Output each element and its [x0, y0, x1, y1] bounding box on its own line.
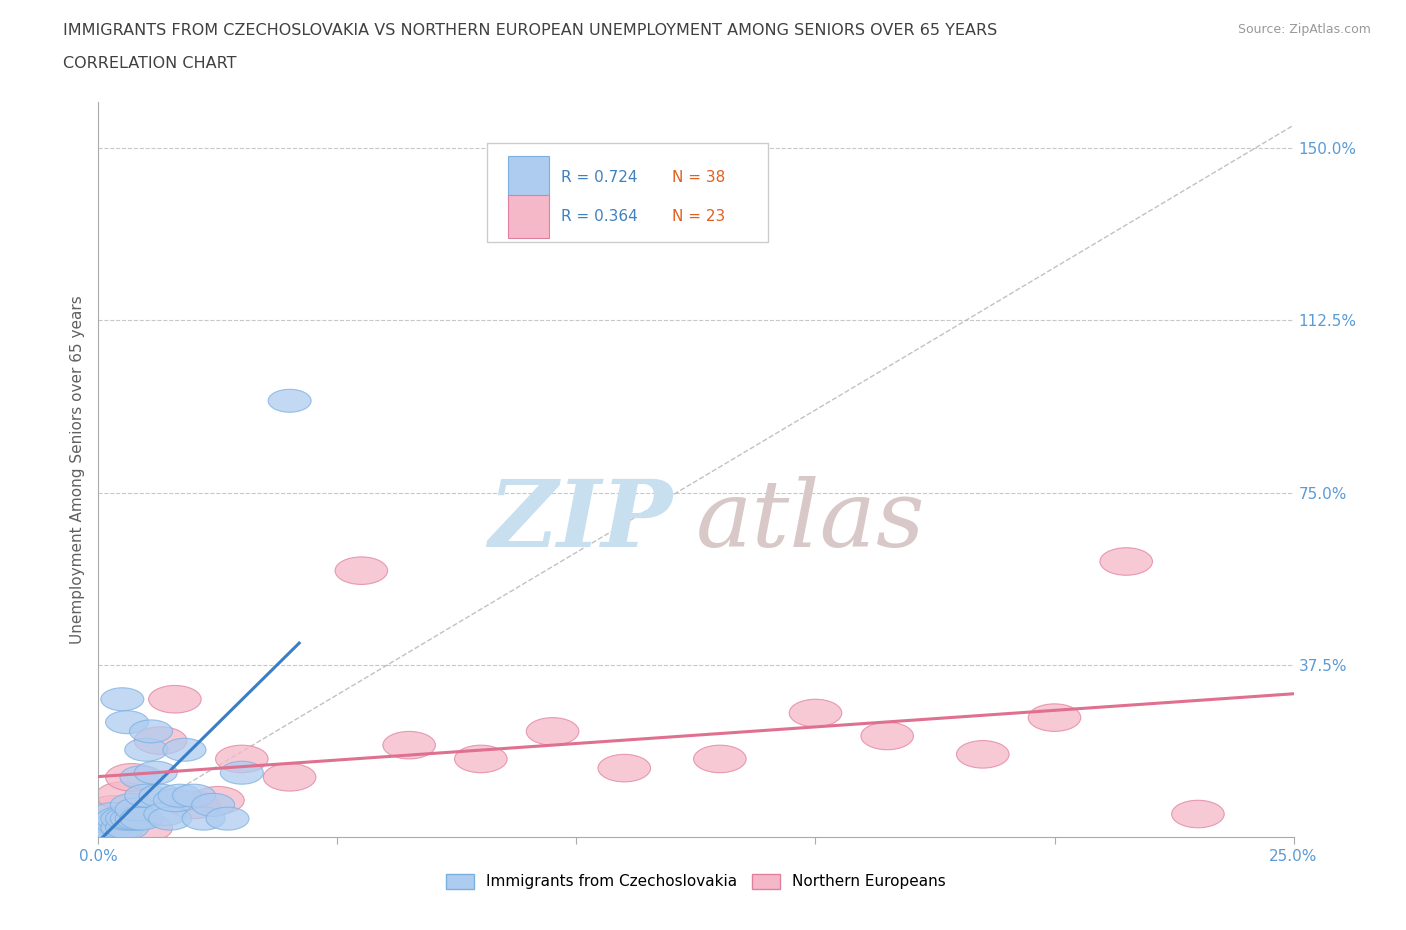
Ellipse shape [526, 718, 579, 745]
Ellipse shape [91, 817, 135, 839]
Text: Source: ZipAtlas.com: Source: ZipAtlas.com [1237, 23, 1371, 36]
Ellipse shape [101, 817, 143, 839]
Text: N = 23: N = 23 [672, 208, 725, 224]
Ellipse shape [382, 731, 436, 759]
Ellipse shape [135, 727, 187, 754]
Ellipse shape [335, 557, 388, 584]
Ellipse shape [115, 807, 159, 830]
Ellipse shape [149, 807, 191, 830]
Ellipse shape [87, 796, 139, 823]
Ellipse shape [159, 784, 201, 807]
Ellipse shape [221, 762, 263, 784]
Ellipse shape [91, 803, 135, 826]
Ellipse shape [149, 685, 201, 713]
Ellipse shape [77, 814, 129, 842]
FancyBboxPatch shape [509, 194, 548, 238]
Ellipse shape [125, 738, 167, 762]
Ellipse shape [111, 793, 153, 817]
Ellipse shape [96, 807, 139, 830]
Ellipse shape [693, 745, 747, 773]
Ellipse shape [207, 807, 249, 830]
Ellipse shape [183, 807, 225, 830]
Legend: Immigrants from Czechoslovakia, Northern Europeans: Immigrants from Czechoslovakia, Northern… [440, 868, 952, 896]
Ellipse shape [101, 807, 143, 830]
Ellipse shape [143, 803, 187, 826]
Ellipse shape [87, 812, 129, 835]
Ellipse shape [105, 711, 149, 734]
Text: R = 0.724: R = 0.724 [561, 170, 637, 185]
FancyBboxPatch shape [486, 142, 768, 242]
Ellipse shape [87, 821, 129, 844]
Ellipse shape [96, 812, 139, 835]
Ellipse shape [167, 791, 221, 818]
Ellipse shape [173, 784, 215, 807]
Text: atlas: atlas [696, 476, 925, 566]
Ellipse shape [1171, 800, 1225, 828]
Ellipse shape [269, 390, 311, 412]
Ellipse shape [1099, 548, 1153, 576]
Ellipse shape [105, 764, 159, 791]
Ellipse shape [105, 807, 149, 830]
Ellipse shape [129, 720, 173, 743]
Ellipse shape [789, 699, 842, 727]
Ellipse shape [191, 793, 235, 817]
Text: ZIP: ZIP [488, 476, 672, 566]
Y-axis label: Unemployment Among Seniors over 65 years: Unemployment Among Seniors over 65 years [69, 296, 84, 644]
Ellipse shape [1028, 704, 1081, 731]
FancyBboxPatch shape [509, 156, 548, 200]
Text: CORRELATION CHART: CORRELATION CHART [63, 56, 236, 71]
Ellipse shape [956, 740, 1010, 768]
Text: IMMIGRANTS FROM CZECHOSLOVAKIA VS NORTHERN EUROPEAN UNEMPLOYMENT AMONG SENIORS O: IMMIGRANTS FROM CZECHOSLOVAKIA VS NORTHE… [63, 23, 997, 38]
Ellipse shape [135, 762, 177, 784]
Ellipse shape [139, 784, 183, 807]
Ellipse shape [860, 723, 914, 750]
Ellipse shape [454, 745, 508, 773]
Ellipse shape [111, 807, 153, 830]
Ellipse shape [598, 754, 651, 782]
Ellipse shape [125, 784, 167, 807]
Ellipse shape [82, 821, 125, 844]
Ellipse shape [153, 789, 197, 812]
Ellipse shape [120, 807, 163, 830]
Ellipse shape [120, 814, 173, 842]
Ellipse shape [115, 798, 159, 821]
Text: R = 0.364: R = 0.364 [561, 208, 638, 224]
Text: N = 38: N = 38 [672, 170, 725, 185]
Ellipse shape [191, 787, 245, 814]
Ellipse shape [82, 817, 125, 839]
Ellipse shape [105, 817, 149, 839]
Ellipse shape [96, 821, 139, 844]
Ellipse shape [215, 745, 269, 773]
Ellipse shape [163, 738, 207, 762]
Ellipse shape [120, 765, 163, 789]
Ellipse shape [263, 764, 316, 791]
Ellipse shape [91, 812, 135, 835]
Ellipse shape [96, 782, 149, 809]
Ellipse shape [101, 688, 143, 711]
